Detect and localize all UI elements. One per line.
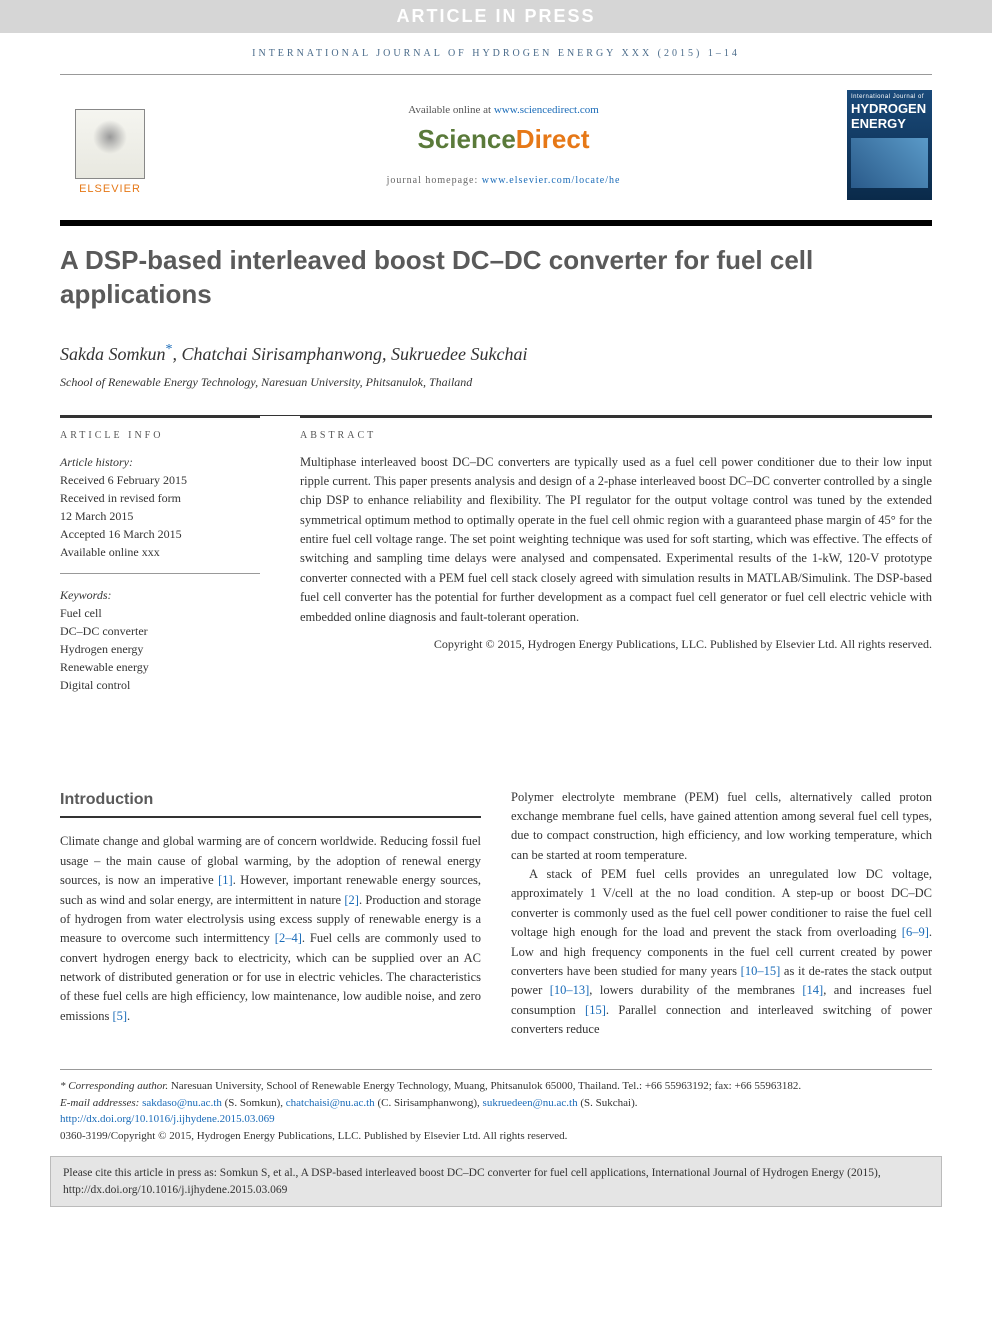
introduction-section: Introduction Climate change and global w… xyxy=(60,788,932,1040)
corresponding-author-note: * Corresponding author. Naresuan Univers… xyxy=(60,1078,932,1095)
intro-column-right: Polymer electrolyte membrane (PEM) fuel … xyxy=(511,788,932,1040)
keyword-3: Hydrogen energy xyxy=(60,640,260,658)
email-2[interactable]: chatchaisi@nu.ac.th xyxy=(286,1097,375,1109)
article-info-column: ARTICLE INFO Article history: Received 6… xyxy=(60,416,260,718)
elsevier-logo: ELSEVIER xyxy=(60,95,160,195)
abstract-copyright: Copyright © 2015, Hydrogen Energy Public… xyxy=(300,637,932,652)
ref-6-9[interactable]: [6–9] xyxy=(902,925,929,939)
ref-14[interactable]: [14] xyxy=(802,983,823,997)
ref-2[interactable]: [2] xyxy=(344,893,359,907)
doi-link[interactable]: http://dx.doi.org/10.1016/j.ijhydene.201… xyxy=(60,1113,275,1125)
cover-small-title: International Journal of xyxy=(851,94,928,100)
keyword-5: Digital control xyxy=(60,676,260,694)
info-abstract-row: ARTICLE INFO Article history: Received 6… xyxy=(60,415,932,718)
available-label: Available online at xyxy=(408,104,494,116)
sciencedirect-logo: ScienceDirect xyxy=(160,124,847,155)
homepage-link[interactable]: www.elsevier.com/locate/he xyxy=(482,175,621,186)
abstract-label: ABSTRACT xyxy=(300,430,932,441)
footnotes: * Corresponding author. Naresuan Univers… xyxy=(60,1069,932,1144)
history-online: Available online xxx xyxy=(60,543,260,561)
ref-15[interactable]: [15] xyxy=(585,1003,606,1017)
corr-label: * Corresponding author. xyxy=(60,1080,168,1092)
intro-para-1: Climate change and global warming are of… xyxy=(60,832,481,1026)
history-revised-1: Received in revised form xyxy=(60,489,260,507)
citation-box: Please cite this article in press as: So… xyxy=(50,1156,942,1206)
ref-1[interactable]: [1] xyxy=(218,873,233,887)
issn-copyright: 0360-3199/Copyright © 2015, Hydrogen Ene… xyxy=(60,1128,932,1145)
ref-10-15[interactable]: [10–15] xyxy=(741,964,781,978)
article-history-block: Article history: Received 6 February 201… xyxy=(60,453,260,574)
author-1: Sakda Somkun xyxy=(60,344,165,364)
title-rule xyxy=(60,220,932,226)
article-in-press-banner: ARTICLE IN PRESS xyxy=(0,0,992,33)
keyword-2: DC–DC converter xyxy=(60,622,260,640)
sciencedirect-link[interactable]: www.sciencedirect.com xyxy=(494,104,599,116)
history-accepted: Accepted 16 March 2015 xyxy=(60,525,260,543)
email-3[interactable]: sukruedeen@nu.ac.th xyxy=(483,1097,578,1109)
homepage-label: journal homepage: xyxy=(387,175,482,186)
elsevier-tree-icon xyxy=(75,109,145,179)
intro-column-left: Introduction Climate change and global w… xyxy=(60,788,481,1040)
email-1[interactable]: sakdaso@nu.ac.th xyxy=(142,1097,222,1109)
ref-2-4[interactable]: [2–4] xyxy=(275,931,302,945)
journal-homepage-line: journal homepage: www.elsevier.com/locat… xyxy=(160,175,847,186)
center-header: Available online at www.sciencedirect.co… xyxy=(160,104,847,186)
journal-citation-line: INTERNATIONAL JOURNAL OF HYDROGEN ENERGY… xyxy=(60,48,932,59)
ref-5[interactable]: [5] xyxy=(112,1009,127,1023)
available-online-line: Available online at www.sciencedirect.co… xyxy=(160,104,847,116)
keyword-4: Renewable energy xyxy=(60,658,260,676)
abstract-text: Multiphase interleaved boost DC–DC conve… xyxy=(300,453,932,627)
authors-line: Sakda Somkun*, Chatchai Sirisamphanwong,… xyxy=(60,342,932,365)
article-title: A DSP-based interleaved boost DC–DC conv… xyxy=(60,244,932,312)
journal-cover-thumbnail: International Journal of HYDROGEN ENERGY xyxy=(847,90,932,200)
corr-text: Naresuan University, School of Renewable… xyxy=(168,1080,801,1092)
email-label: E-mail addresses: xyxy=(60,1097,142,1109)
affiliation: School of Renewable Energy Technology, N… xyxy=(60,375,932,390)
abstract-column: ABSTRACT Multiphase interleaved boost DC… xyxy=(300,416,932,718)
sd-logo-direct: Direct xyxy=(516,124,590,154)
intro-para-2: Polymer electrolyte membrane (PEM) fuel … xyxy=(511,788,932,866)
publisher-header: ELSEVIER Available online at www.science… xyxy=(60,74,932,210)
history-revised-2: 12 March 2015 xyxy=(60,507,260,525)
cover-image xyxy=(851,138,928,188)
email-line: E-mail addresses: sakdaso@nu.ac.th (S. S… xyxy=(60,1095,932,1112)
cover-energy: ENERGY xyxy=(851,117,928,130)
keywords-block: Keywords: Fuel cell DC–DC converter Hydr… xyxy=(60,586,260,706)
history-received: Received 6 February 2015 xyxy=(60,471,260,489)
sd-logo-science: Science xyxy=(418,124,516,154)
intro-para-3: A stack of PEM fuel cells provides an un… xyxy=(511,865,932,1039)
ref-10-13[interactable]: [10–13] xyxy=(550,983,590,997)
history-header: Article history: xyxy=(60,453,260,471)
article-info-label: ARTICLE INFO xyxy=(60,430,260,441)
keywords-header: Keywords: xyxy=(60,586,260,604)
keyword-1: Fuel cell xyxy=(60,604,260,622)
page: ARTICLE IN PRESS INTERNATIONAL JOURNAL O… xyxy=(0,0,992,1227)
cover-hydrogen: HYDROGEN xyxy=(851,102,928,115)
elsevier-text: ELSEVIER xyxy=(79,183,141,195)
authors-rest: , Chatchai Sirisamphanwong, Sukruedee Su… xyxy=(172,344,527,364)
introduction-heading: Introduction xyxy=(60,788,481,819)
